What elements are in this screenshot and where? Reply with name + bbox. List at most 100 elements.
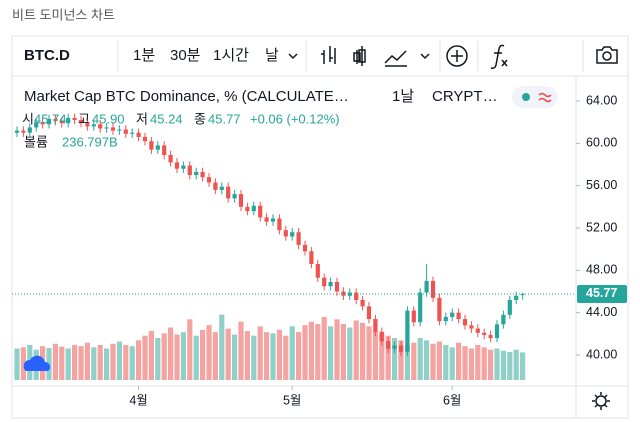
candle-body <box>168 154 173 163</box>
volume-bar <box>91 347 97 380</box>
y-tick-label: 52.00 <box>586 220 617 234</box>
candle-body <box>21 130 26 133</box>
candle-body <box>366 306 372 320</box>
candle-body <box>315 263 320 278</box>
volume-bar <box>411 342 417 380</box>
area-icon[interactable] <box>384 50 407 67</box>
candle-body <box>213 182 218 190</box>
volume-bar <box>244 331 250 380</box>
volume-bar <box>238 321 244 380</box>
volume-bar <box>52 343 58 380</box>
y-tick-label: 60.00 <box>586 136 617 150</box>
legend-exchange: CRYPT… <box>432 88 498 105</box>
ohlc-label: 시 <box>22 111 34 126</box>
candle-body <box>149 141 154 150</box>
candle-body <box>334 281 340 292</box>
candle-body <box>174 162 180 169</box>
volume-bar <box>123 345 129 380</box>
volume-bar <box>475 345 481 380</box>
status-dot <box>522 93 530 101</box>
dropdown[interactable] <box>420 53 430 60</box>
y-tick-label: 56.00 <box>586 178 617 192</box>
candle-body <box>59 121 64 124</box>
candle-body <box>341 291 346 296</box>
candle-body <box>66 117 71 124</box>
candle-body <box>373 319 378 332</box>
candles-icon[interactable] <box>353 46 366 66</box>
candle-body <box>14 130 20 133</box>
bars-icon[interactable] <box>321 46 336 64</box>
candle-body <box>251 205 256 212</box>
candle-body <box>117 129 122 131</box>
volume-bar <box>353 320 359 380</box>
camera-icon[interactable] <box>596 46 618 64</box>
candle-body <box>46 118 52 125</box>
volume-bar <box>206 325 212 380</box>
volume-bar <box>270 333 276 380</box>
volume-bar <box>283 335 289 380</box>
candle-body <box>123 129 128 134</box>
volume-bar <box>481 347 487 380</box>
volume-bar <box>20 347 26 380</box>
candle-body <box>482 332 487 335</box>
volume-bar <box>296 332 302 380</box>
candle-body <box>488 334 493 339</box>
volume-bar <box>379 333 385 380</box>
candle-body <box>322 277 327 287</box>
candle-body <box>347 292 352 296</box>
volume-label: 볼륨 <box>24 134 48 149</box>
candle-body <box>245 206 250 212</box>
candle-body <box>206 177 212 183</box>
symbol[interactable]: BTC.D <box>24 47 70 64</box>
volume-bar <box>225 328 231 380</box>
x-tick-label: 4월 <box>129 393 147 407</box>
add-icon[interactable] <box>446 45 468 67</box>
volume-bar <box>264 332 270 380</box>
candle-body <box>277 218 282 231</box>
volume-bar <box>84 342 90 380</box>
ohlc-label: 저 <box>136 111 148 126</box>
volume-bar <box>148 331 154 380</box>
volume-bar <box>251 335 257 380</box>
volume-bar <box>200 329 206 380</box>
volume-bar <box>398 340 404 380</box>
interval[interactable]: 30분 <box>170 47 201 64</box>
candle-body <box>162 145 167 155</box>
legend-toggle[interactable] <box>512 86 558 108</box>
candle-body <box>40 122 45 125</box>
volume-bar <box>328 326 334 380</box>
indicators-icon[interactable] <box>490 44 508 69</box>
volume-bar <box>187 319 193 380</box>
candle-body <box>270 218 276 222</box>
volume-bar <box>46 347 52 380</box>
interval[interactable]: 1시간 <box>213 47 249 64</box>
settings-icon[interactable] <box>595 395 607 407</box>
volume-bar <box>136 340 142 380</box>
dropdown[interactable] <box>288 53 298 60</box>
candle-body <box>328 281 333 287</box>
candle-body <box>392 345 397 349</box>
volume-bar <box>334 319 340 380</box>
candle-body <box>130 132 135 134</box>
interval[interactable]: 1분 <box>133 47 155 64</box>
volume-bar <box>462 346 468 380</box>
candle-body <box>405 310 410 352</box>
candle-body <box>72 117 77 121</box>
candle-body <box>258 205 263 218</box>
volume-bar <box>219 314 225 380</box>
candle-body <box>507 299 512 315</box>
volume-bar <box>276 329 282 380</box>
volume-bar <box>321 317 327 380</box>
candle-body <box>514 295 519 300</box>
volume-bar <box>174 334 180 380</box>
interval[interactable]: 날 <box>265 47 279 64</box>
volume-bar <box>129 346 135 380</box>
candle-body <box>354 292 359 300</box>
volume-bar <box>417 338 423 380</box>
volume-bar <box>372 331 378 380</box>
candle-body <box>187 165 192 176</box>
candle-body <box>296 232 301 245</box>
frame <box>11 35 629 419</box>
volume-bar <box>193 335 199 380</box>
